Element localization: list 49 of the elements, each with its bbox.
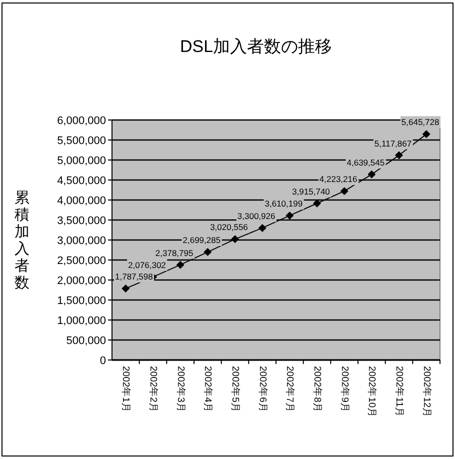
y-tick-label: 6,000,000 xyxy=(57,115,106,127)
data-label: 5,117,867 xyxy=(374,138,412,148)
data-label: 2,378,795 xyxy=(155,248,194,258)
point xyxy=(395,151,403,160)
point xyxy=(258,224,266,232)
x-tick-label: 2002年2月 xyxy=(147,366,160,412)
point xyxy=(231,235,239,244)
x-tick-label: 2002年10月 xyxy=(366,366,378,418)
y-tick-label: 2,500,000 xyxy=(57,255,106,267)
x-tick-label: 2002年12月 xyxy=(420,366,433,418)
y-tick-label: 1,000,000 xyxy=(57,315,106,327)
data-label: 4,223,216 xyxy=(319,174,358,184)
data-label: 3,610,199 xyxy=(264,198,303,209)
data-label: 5,645,728 xyxy=(401,117,440,128)
point xyxy=(340,187,348,196)
point xyxy=(204,248,212,256)
y-tick-label: 4,000,000 xyxy=(57,195,106,207)
y-axis-title: 累積加入者数 xyxy=(14,190,30,292)
x-tick-label: 2002年8月 xyxy=(311,366,324,412)
chart-title: DSL加入者数の推移 xyxy=(180,37,332,56)
y-tick-label: 500,000 xyxy=(66,335,106,347)
y-tick-label: 3,500,000 xyxy=(57,215,106,227)
point xyxy=(368,170,376,178)
data-label: 3,915,740 xyxy=(292,186,330,196)
y-tick-label: 5,500,000 xyxy=(57,135,106,147)
x-tick-label: 2002年9月 xyxy=(338,366,351,412)
y-tick-label: 5,000,000 xyxy=(57,155,106,167)
point xyxy=(122,284,130,292)
x-tick-label: 2002年5月 xyxy=(229,366,242,412)
data-label: 2,699,285 xyxy=(182,235,221,246)
x-tick-label: 2002年3月 xyxy=(174,366,187,412)
data-label: 3,300,926 xyxy=(237,210,276,221)
y-tick-label: 3,000,000 xyxy=(57,235,106,247)
x-tick-label: 2002年4月 xyxy=(202,366,214,412)
data-label: 2,076,302 xyxy=(128,260,166,270)
data-label: 3,020,556 xyxy=(210,222,248,232)
point xyxy=(422,130,430,138)
x-tick-label: 2002年6月 xyxy=(256,366,269,412)
x-tick-label: 2002年11月 xyxy=(393,366,406,417)
point xyxy=(176,260,184,269)
data-label: 4,639,545 xyxy=(346,157,385,168)
y-tick-label: 1,500,000 xyxy=(57,295,106,307)
data-label: 1,787,598 xyxy=(115,271,154,282)
x-tick-label: 2002年1月 xyxy=(120,366,132,412)
point xyxy=(286,212,294,220)
y-tick-label: 2,000,000 xyxy=(57,275,106,287)
x-tick-label: 2002年7月 xyxy=(284,366,296,412)
y-tick-label: 0 xyxy=(100,355,106,367)
y-tick-label: 4,500,000 xyxy=(57,175,106,187)
